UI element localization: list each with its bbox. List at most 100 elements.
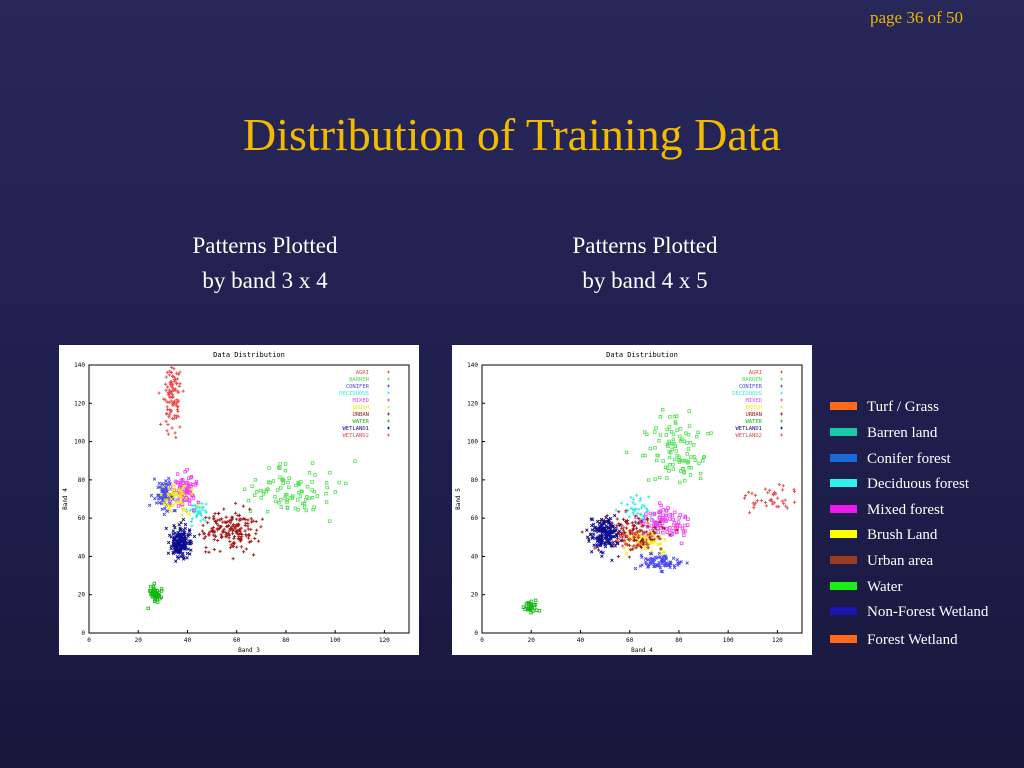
data-point bbox=[662, 526, 666, 530]
data-point bbox=[189, 475, 194, 479]
data-point bbox=[622, 538, 626, 542]
data-point bbox=[691, 443, 696, 447]
data-point bbox=[647, 478, 651, 482]
data-point bbox=[221, 530, 225, 534]
data-point bbox=[629, 548, 633, 552]
data-point bbox=[686, 523, 690, 527]
data-point bbox=[233, 527, 237, 531]
data-point bbox=[598, 527, 602, 532]
data-point bbox=[661, 407, 665, 412]
data-point bbox=[189, 539, 193, 543]
data-point bbox=[173, 387, 178, 391]
data-point bbox=[634, 507, 638, 511]
data-point bbox=[755, 499, 759, 503]
data-point bbox=[650, 549, 654, 553]
legend-entry-marker bbox=[387, 398, 390, 402]
data-point bbox=[175, 472, 180, 476]
data-point bbox=[173, 479, 178, 484]
data-point bbox=[199, 513, 203, 517]
data-point bbox=[194, 506, 198, 511]
data-point bbox=[604, 515, 608, 520]
x-tick-label: 60 bbox=[626, 637, 634, 644]
data-point bbox=[632, 535, 636, 539]
data-point bbox=[678, 524, 682, 528]
data-point bbox=[177, 399, 181, 403]
data-point bbox=[173, 508, 177, 513]
legend-entry-marker bbox=[780, 412, 783, 416]
legend-label: Forest Wetland bbox=[867, 632, 958, 648]
legend-entry-marker bbox=[780, 433, 783, 437]
data-point bbox=[160, 487, 164, 491]
data-point bbox=[528, 606, 532, 611]
data-point bbox=[752, 506, 756, 510]
data-point bbox=[637, 507, 641, 511]
data-point bbox=[256, 539, 261, 543]
data-point bbox=[782, 502, 786, 506]
data-point bbox=[641, 514, 646, 519]
data-point bbox=[193, 483, 198, 487]
data-point bbox=[662, 550, 666, 554]
data-point bbox=[763, 500, 768, 505]
data-point bbox=[178, 551, 183, 555]
legend-swatch bbox=[830, 454, 857, 462]
data-point bbox=[659, 569, 664, 574]
data-point bbox=[772, 501, 777, 505]
legend-item: Conifer forest bbox=[830, 450, 1020, 472]
data-point bbox=[169, 509, 173, 513]
data-point bbox=[649, 541, 654, 545]
data-point bbox=[672, 520, 677, 525]
data-point bbox=[610, 544, 614, 548]
data-point bbox=[624, 526, 629, 530]
data-point bbox=[148, 584, 153, 589]
data-point bbox=[227, 536, 231, 540]
data-point bbox=[625, 521, 629, 525]
data-point bbox=[700, 459, 705, 463]
data-point bbox=[677, 516, 681, 520]
data-point bbox=[171, 529, 176, 533]
legend-entry-marker bbox=[387, 391, 390, 395]
data-point bbox=[169, 370, 174, 375]
data-point bbox=[307, 471, 312, 475]
data-point bbox=[648, 532, 652, 536]
data-point bbox=[642, 504, 646, 508]
data-point bbox=[651, 529, 656, 533]
data-point bbox=[609, 544, 614, 548]
legend-item: Non-Forest Wetland bbox=[830, 603, 1020, 625]
data-point bbox=[207, 516, 211, 520]
data-point bbox=[671, 556, 676, 560]
data-point bbox=[605, 533, 610, 537]
subtitle-line: by band 3 x 4 bbox=[202, 268, 328, 293]
data-point bbox=[639, 546, 644, 550]
data-point bbox=[649, 515, 653, 519]
data-point bbox=[662, 558, 667, 563]
data-point bbox=[196, 503, 200, 508]
data-point bbox=[654, 426, 658, 430]
data-point bbox=[636, 535, 640, 539]
data-point bbox=[620, 531, 624, 535]
data-point bbox=[639, 496, 643, 501]
data-point bbox=[228, 546, 233, 550]
data-point bbox=[682, 470, 686, 474]
data-point bbox=[658, 566, 663, 570]
legend-label: Mixed forest bbox=[867, 502, 945, 518]
y-tick-label: 60 bbox=[471, 515, 479, 522]
data-point bbox=[234, 501, 238, 505]
data-point bbox=[247, 533, 251, 537]
data-point bbox=[645, 530, 649, 534]
data-point bbox=[750, 491, 754, 495]
data-point bbox=[248, 507, 252, 511]
data-point bbox=[183, 469, 187, 474]
data-point bbox=[204, 545, 208, 550]
data-point bbox=[190, 524, 194, 528]
data-point bbox=[653, 531, 657, 535]
data-point bbox=[640, 563, 644, 567]
data-point bbox=[657, 560, 661, 565]
data-point bbox=[228, 539, 232, 544]
data-point bbox=[174, 381, 178, 385]
data-point bbox=[236, 529, 240, 533]
data-point bbox=[682, 459, 686, 463]
data-point bbox=[170, 426, 174, 430]
data-point bbox=[189, 548, 193, 552]
data-point bbox=[686, 460, 690, 465]
data-point bbox=[642, 547, 646, 551]
